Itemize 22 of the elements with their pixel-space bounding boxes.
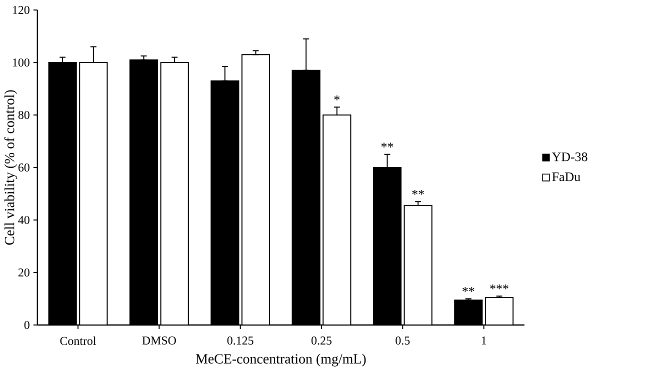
annotation: ** [412,190,424,195]
x-axis-title: MeCE-concentration (mg/mL) [196,354,366,366]
annotation: *** [490,284,508,290]
x-tick-label: 0.25 [311,336,332,345]
annotation: ** [381,142,394,148]
y-tick-label: 100 [13,58,30,67]
annotation: ** [462,287,474,292]
x-tick-label: 0.125 [227,336,254,345]
y-axis-title: Cell viability (% of control) [4,90,18,245]
annotation: * [334,95,340,100]
legend-label: FaDu [552,172,580,182]
x-tick-label: DMSO [142,336,176,345]
y-tick-label: 0 [24,320,30,330]
y-tick-label: 120 [13,6,30,14]
legend-label: YD-38 [552,152,588,162]
y-tick-label: 40 [18,216,30,224]
x-tick-label: Control [60,336,96,345]
x-tick-label: 0.5 [396,336,410,345]
y-tick-label: 60 [18,163,30,172]
x-tick-label: 1 [482,336,486,344]
y-tick-label: 20 [18,268,30,277]
y-tick-label: 80 [18,110,30,120]
